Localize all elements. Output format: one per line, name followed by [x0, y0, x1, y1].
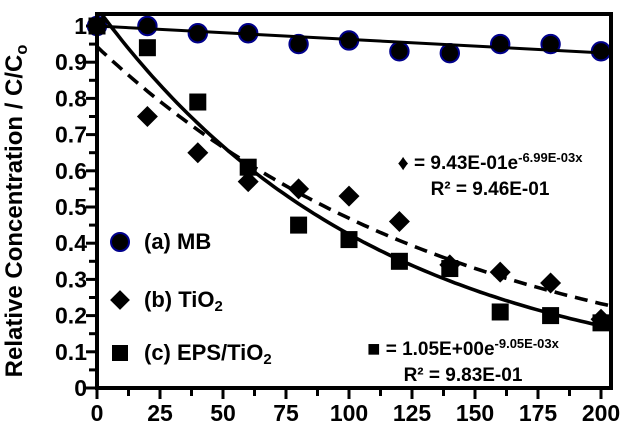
svg-text:0.6: 0.6 — [55, 158, 87, 184]
legend-item-eps-tio2: (c) EPS/TiO2 — [109, 340, 272, 368]
fit-curve-square — [100, 16, 609, 330]
square-glyph-icon: ■ — [367, 336, 381, 361]
svg-text:0.3: 0.3 — [55, 266, 87, 292]
svg-text:0: 0 — [91, 400, 104, 426]
annotation-square-equation: ■ = 1.05E+00e-9.05E-03x — [367, 336, 559, 361]
svg-text:100: 100 — [330, 400, 368, 426]
svg-text:0.9: 0.9 — [55, 49, 87, 75]
fit-curve-diamond — [99, 46, 609, 308]
annotation-diamond-r2: R² = 9.46E-01 — [430, 179, 550, 200]
plot-frame — [95, 12, 613, 390]
y-axis-tick-labels: 0 0.1 0.2 0.3 0.4 0.5 0.6 0.7 0.8 0.9 1 — [55, 13, 87, 401]
svg-text:0.8: 0.8 — [55, 85, 87, 111]
y-axis-title-text: Relative Concentration / C/C — [1, 54, 28, 378]
svg-text:75: 75 — [273, 400, 299, 426]
svg-text:0: 0 — [74, 375, 87, 401]
diamond-marker-icon — [110, 290, 130, 310]
annotation-diamond-fit: ♦ = 9.43E-01e-6.99E-03x R² = 9.46E-01 — [355, 150, 625, 202]
diamond-glyph-icon: ♦ — [397, 150, 409, 175]
svg-text:50: 50 — [210, 400, 236, 426]
svg-text:1: 1 — [74, 13, 87, 39]
square-marker-icon — [112, 345, 128, 361]
annotation-square-r2: R² = 9.83E-01 — [403, 365, 523, 386]
annotation-square-fit: ■ = 1.05E+00e-9.05E-03x R² = 9.83E-01 — [330, 336, 596, 388]
svg-text:0.7: 0.7 — [55, 122, 87, 148]
svg-text:200: 200 — [582, 400, 620, 426]
legend-item-tio2: (b) TiO2 — [109, 287, 223, 315]
legend-label-mb: (a) MB — [144, 229, 212, 254]
fit-lines — [99, 16, 609, 330]
svg-text:125: 125 — [393, 400, 432, 426]
svg-text:175: 175 — [519, 400, 558, 426]
svg-text:0.5: 0.5 — [55, 194, 87, 220]
svg-text:0.1: 0.1 — [55, 339, 87, 365]
y-axis-title-subscript: o — [12, 44, 31, 55]
axis-ticks — [86, 24, 603, 399]
fit-line-circle — [99, 24, 609, 55]
x-axis-tick-labels: 0 25 50 75 100 125 150 175 200 — [91, 400, 621, 426]
svg-text:0.4: 0.4 — [55, 230, 87, 256]
legend-item-mb: (a) MB — [109, 229, 212, 254]
svg-text:0.2: 0.2 — [55, 303, 87, 329]
svg-text:25: 25 — [147, 400, 173, 426]
series-markers-square — [88, 17, 610, 332]
legend-label-tio2: (b) TiO — [144, 287, 215, 312]
legend-label-eps-tio2: (c) EPS/TiO — [144, 340, 264, 365]
svg-text:150: 150 — [456, 400, 494, 426]
annotation-diamond-equation: ♦ = 9.43E-01e-6.99E-03x — [397, 150, 583, 175]
y-axis-title: Relative Concentration / C/Co — [1, 1, 31, 421]
circle-marker-icon — [110, 232, 130, 252]
